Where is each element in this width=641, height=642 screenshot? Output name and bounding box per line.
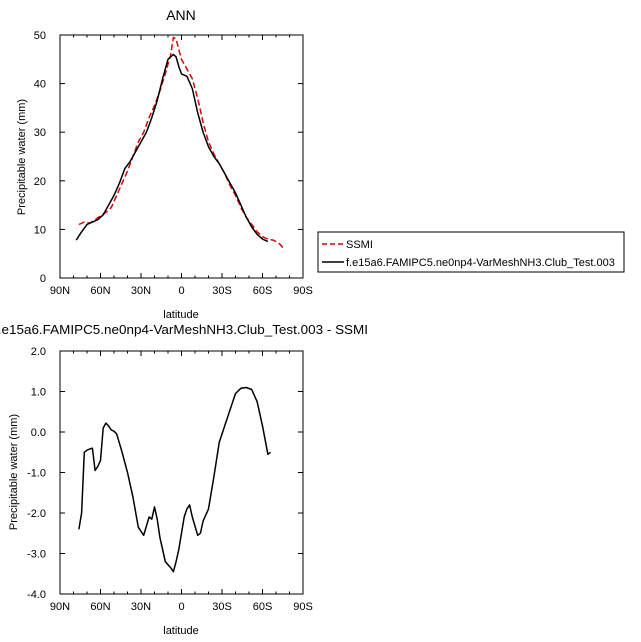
chart-bottom-xtick-label: 90N xyxy=(50,601,70,613)
chart-bottom-ytick-label: -4.0 xyxy=(27,589,46,601)
chart-bottom: f.e15a6.FAMIPC5.ne0np4-VarMeshNH3.Club_T… xyxy=(0,322,368,613)
legend: SSMI f.e15a6.FAMIPC5.ne0np4-VarMeshNH3.C… xyxy=(317,231,625,273)
chart-bottom-title: f.e15a6.FAMIPC5.ne0np4-VarMeshNH3.Club_T… xyxy=(0,322,368,337)
chart-top-ytick-label: 50 xyxy=(34,30,46,42)
chart-top-series-line-0 xyxy=(78,36,285,250)
chart-top-series-line-1 xyxy=(75,53,269,243)
chart-bottom-xtick-label: 60N xyxy=(90,601,110,613)
chart-top-xtick-label: 90N xyxy=(50,285,70,297)
chart-bottom-series-line-0 xyxy=(78,386,272,573)
chart-bottom-xlabel: latitude xyxy=(163,625,198,637)
chart-top-ytick-label: 20 xyxy=(34,176,46,188)
chart-bottom-ytick-label: 1.0 xyxy=(31,387,46,399)
chart-bottom-frame xyxy=(59,350,304,595)
chart-bottom-xtick-label: 30S xyxy=(212,601,232,613)
chart-bottom-ytick-label: 2.0 xyxy=(31,346,46,358)
chart-top-xtick-label: 0 xyxy=(178,285,184,297)
chart-bottom-plot: 90N 60N 30N 0 30S 60S 90S -4.0 -3.0 -2.0 -1.0 0.0 1.… xyxy=(27,346,313,613)
chart-top-xtick-label: 30N xyxy=(131,285,151,297)
chart-bottom-xtick-label: 30N xyxy=(131,601,151,613)
chart-bottom-ytick-label: -2.0 xyxy=(27,508,46,520)
chart-bottom-xtick-label: 60S xyxy=(253,601,273,613)
chart-top-xtick-label: 30S xyxy=(212,285,232,297)
legend-label-model: f.e15a6.FAMIPC5.ne0np4-VarMeshNH3.Club_T… xyxy=(346,257,615,269)
chart-bottom-xtick-label: 0 xyxy=(178,601,184,613)
chart-top-xtick-label: 90S xyxy=(293,285,313,297)
chart-top-ytick-label: 30 xyxy=(34,127,46,139)
chart-top: ANN Precipitable water (mm) 90N 60N 30N 0 30… xyxy=(16,7,313,297)
legend-box xyxy=(317,231,625,273)
chart-top-title: ANN xyxy=(166,7,196,23)
chart-top-ytick-label: 10 xyxy=(34,224,46,236)
chart-top-xtick-label: 60N xyxy=(90,285,110,297)
chart-top-frame xyxy=(59,34,304,279)
chart-top-ytick-label: 40 xyxy=(34,79,46,91)
chart-top-xtick-label: 60S xyxy=(253,285,273,297)
chart-top-xlabel: latitude xyxy=(163,309,198,321)
legend-label-ssmi: SSMI xyxy=(346,239,373,251)
chart-bottom-ytick-label: -1.0 xyxy=(27,468,46,480)
chart-bottom-ytick-label: 0.0 xyxy=(31,427,46,439)
chart-top-ylabel: Precipitable water (mm) xyxy=(16,99,28,215)
chart-top-plot: 90N 60N 30N 0 30S 60S 90S 0 10 20 30 40 50 xyxy=(34,30,313,297)
chart-bottom-ylabel: Precipitable water (mm) xyxy=(8,414,20,530)
chart-bottom-xtick-label: 90S xyxy=(293,601,313,613)
chart-bottom-ytick-label: -3.0 xyxy=(27,549,46,561)
chart-top-ytick-label: 0 xyxy=(40,273,46,285)
